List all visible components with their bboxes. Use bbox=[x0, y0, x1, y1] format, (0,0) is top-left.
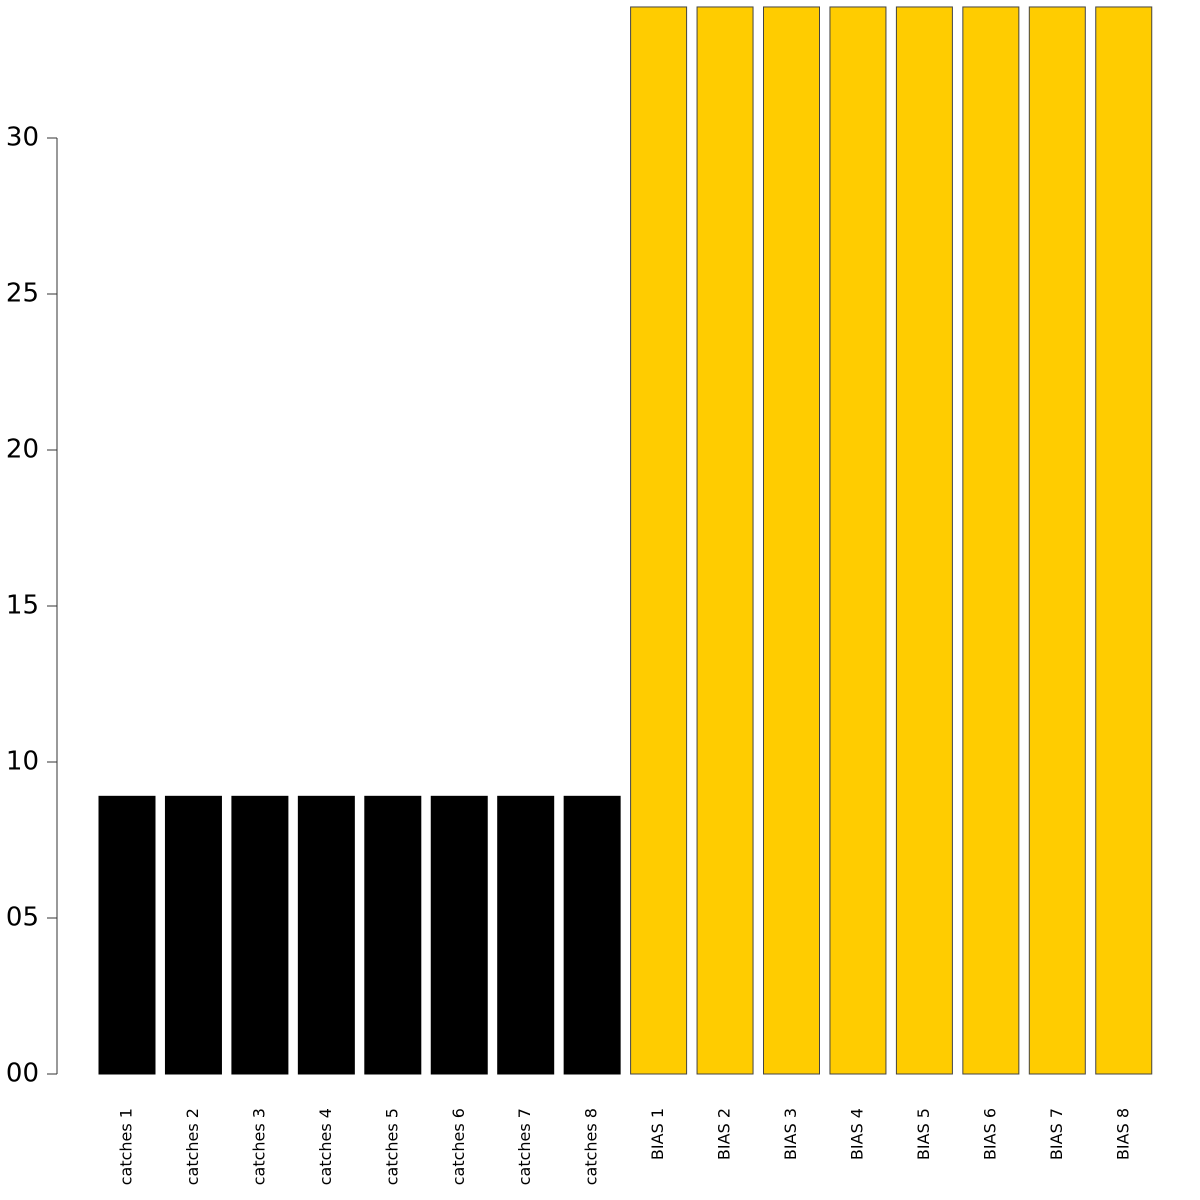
x-tick-label: catches 4 bbox=[316, 1108, 335, 1185]
x-tick-label: catches 6 bbox=[449, 1108, 468, 1185]
bar bbox=[763, 6, 820, 1075]
bar bbox=[829, 6, 887, 1075]
bar bbox=[98, 795, 156, 1075]
y-tick-label: 10 bbox=[6, 747, 39, 777]
y-tick-label: 15 bbox=[6, 591, 39, 621]
x-tick-label: catches 8 bbox=[582, 1108, 601, 1185]
bar bbox=[497, 795, 555, 1075]
x-tick-label: BIAS 1 bbox=[648, 1108, 667, 1160]
y-tick-label: 20 bbox=[6, 435, 39, 465]
x-tick-label: BIAS 3 bbox=[781, 1108, 800, 1160]
bar bbox=[563, 795, 621, 1075]
bar bbox=[1095, 6, 1153, 1075]
bar bbox=[962, 6, 1020, 1075]
bar bbox=[297, 795, 355, 1075]
x-tick-label: BIAS 5 bbox=[914, 1108, 933, 1160]
bar bbox=[1028, 6, 1086, 1075]
bar bbox=[164, 795, 222, 1075]
x-tick-label: catches 5 bbox=[382, 1108, 401, 1185]
x-tick-label: BIAS 8 bbox=[1113, 1108, 1132, 1160]
x-tick-label: catches 2 bbox=[183, 1108, 202, 1185]
bar bbox=[895, 6, 953, 1075]
x-tick-label: catches 3 bbox=[249, 1108, 268, 1185]
x-tick-label: BIAS 4 bbox=[847, 1108, 866, 1160]
y-tick-label: 25 bbox=[6, 279, 39, 309]
y-tick-label: 00 bbox=[6, 1059, 39, 1089]
x-tick-label: catches 1 bbox=[117, 1108, 136, 1185]
x-tick-label: BIAS 6 bbox=[980, 1108, 999, 1160]
bar bbox=[696, 6, 754, 1075]
x-tick-label: catches 7 bbox=[515, 1108, 534, 1185]
bar bbox=[364, 795, 422, 1075]
x-tick-label: BIAS 7 bbox=[1047, 1108, 1066, 1160]
bar bbox=[231, 795, 289, 1075]
bar bbox=[430, 795, 488, 1075]
y-tick-label: 30 bbox=[6, 123, 39, 153]
y-tick-label: 05 bbox=[6, 903, 39, 933]
bar bbox=[630, 6, 688, 1075]
x-tick-label: BIAS 2 bbox=[715, 1108, 734, 1160]
